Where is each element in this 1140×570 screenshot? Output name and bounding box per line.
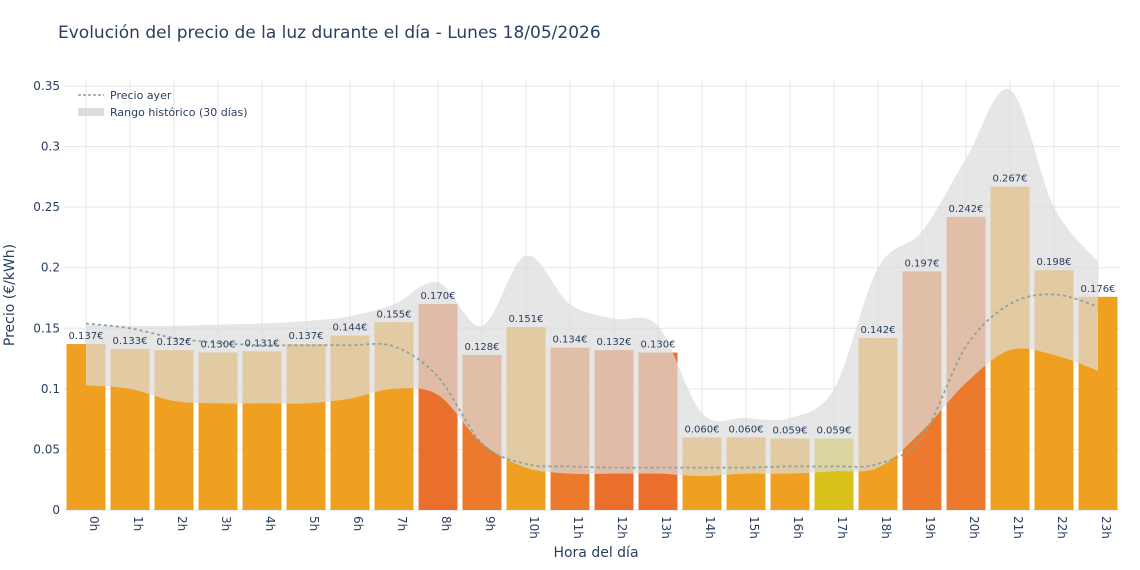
data-label: 0.128€ [465,342,500,353]
data-label: 0.060€ [729,424,764,435]
x-tick-label: 21h [1011,516,1025,539]
legend: Precio ayer Rango histórico (30 días) [78,89,248,119]
x-tick-label: 8h [439,516,453,531]
x-tick-label: 6h [351,516,365,531]
data-label: 0.242€ [949,204,984,215]
y-tick-label: 0.2 [41,261,60,275]
x-tick-label: 2h [175,516,189,531]
x-tick-label: 13h [659,516,673,539]
data-label: 0.132€ [157,337,192,348]
data-label: 0.131€ [245,338,280,349]
data-label: 0.155€ [377,309,412,320]
legend-band-swatch [78,108,104,116]
legend-range: Rango histórico (30 días) [110,106,248,119]
y-tick-label: 0.25 [33,200,60,214]
data-label: 0.060€ [685,424,720,435]
data-label: 0.130€ [201,340,236,351]
x-tick-label: 11h [571,516,585,539]
data-label: 0.198€ [1037,257,1072,268]
x-tick-label: 17h [835,516,849,539]
data-label: 0.134€ [553,335,588,346]
x-tick-label: 15h [747,516,761,539]
chart-title: Evolución del precio de la luz durante e… [58,23,601,43]
data-label: 0.151€ [509,314,544,325]
y-tick-label: 0.05 [33,442,60,456]
bars [66,88,1118,511]
y-axis-label: Precio (€/kWh) [2,244,18,346]
y-tick-label: 0.1 [41,382,60,396]
data-label: 0.170€ [421,291,456,302]
data-label: 0.137€ [69,331,104,342]
x-tick-label: 3h [219,516,233,531]
x-tick-label: 5h [307,516,321,531]
x-tick-label: 23h [1099,516,1113,539]
y-tick-label: 0.3 [41,140,60,154]
x-tick-label: 0h [87,516,101,531]
historical-range-area [86,88,1098,477]
x-tick-label: 1h [131,516,145,531]
x-tick-label: 4h [263,516,277,531]
axis-ticks: 0 0.05 0.1 0.15 0.2 0.25 0.3 0.35 0h 1h 2h 3h 4h 5h 6h… [33,79,1113,539]
data-label: 0.137€ [289,331,324,342]
data-label: 0.144€ [333,323,368,334]
data-label: 0.133€ [113,336,148,347]
data-label: 0.059€ [817,426,852,437]
x-tick-label: 20h [967,516,981,539]
x-tick-label: 9h [483,516,497,531]
data-labels: 0.137€ 0.133€ 0.132€ 0.130€ 0.131€ 0.137€ 0.14… [69,174,1116,437]
data-label: 0.142€ [861,325,896,336]
x-tick-label: 7h [395,516,409,531]
data-label: 0.267€ [993,174,1028,185]
y-tick-label: 0.35 [33,79,60,93]
x-tick-label: 12h [615,516,629,539]
x-tick-label: 19h [923,516,937,539]
y-tick-label: 0 [52,503,60,517]
y-tick-label: 0.15 [33,321,60,335]
x-tick-label: 18h [879,516,893,539]
data-label: 0.132€ [597,337,632,348]
data-label: 0.176€ [1081,284,1116,295]
legend-yesterday: Precio ayer [110,89,172,102]
x-axis-label: Hora del día [553,545,638,561]
data-label: 0.059€ [773,426,808,437]
x-tick-label: 14h [703,516,717,539]
x-tick-label: 22h [1055,516,1069,539]
x-tick-label: 10h [527,516,541,539]
data-label: 0.197€ [905,258,940,269]
data-label: 0.130€ [641,340,676,351]
x-tick-label: 16h [791,516,805,539]
